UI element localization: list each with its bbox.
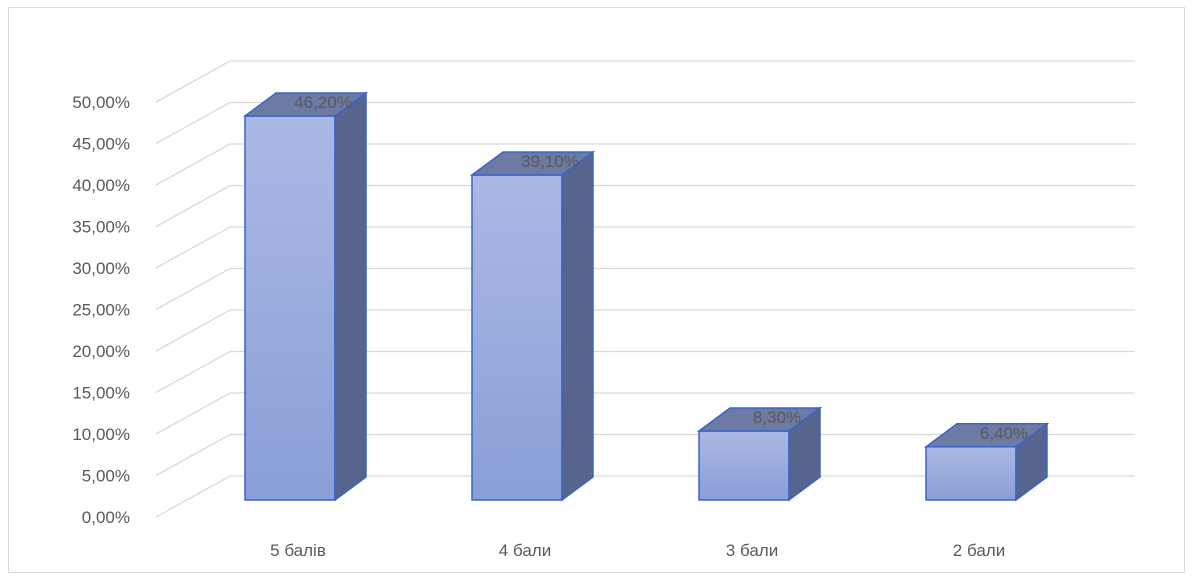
data-label: 39,10% [521, 152, 579, 171]
category-label: 4 бали [499, 541, 551, 560]
bar-front [925, 446, 1017, 501]
y-tick-label: 25,00% [72, 301, 130, 320]
gridline [155, 350, 1135, 394]
gridline [155, 267, 1135, 311]
gridline [155, 101, 1135, 145]
y-tick-label: 30,00% [72, 259, 130, 278]
gridline [155, 143, 1135, 186]
category-label: 2 бали [953, 541, 1005, 560]
data-labels: 46,20% 39,10% 8,30% 6,40% [294, 93, 1028, 443]
category-label: 5 балів [270, 541, 326, 560]
gridline [155, 433, 1135, 477]
bar-top [696, 407, 823, 432]
gridline [155, 309, 1135, 352]
data-label: 46,20% [294, 93, 352, 112]
bar [696, 406, 823, 502]
y-tick-label: 15,00% [72, 384, 130, 403]
y-tick-label: 20,00% [72, 342, 130, 361]
bar-front [698, 430, 790, 501]
bar [469, 150, 596, 502]
bar-front [244, 115, 336, 501]
y-tick-label: 40,00% [72, 176, 130, 195]
gridline [155, 392, 1135, 435]
gridlines [155, 60, 1135, 518]
bar [923, 422, 1050, 502]
bar-front [471, 174, 563, 501]
bar-top [469, 151, 596, 176]
x-axis-categories: 5 балів 4 бали 3 бали 2 бали [270, 541, 1005, 560]
gridline [155, 60, 1135, 103]
y-axis-ticks: 0,00% 5,00% 10,00% 15,00% 20,00% 25,00% 30,00%… [72, 93, 130, 527]
data-label: 8,30% [753, 408, 801, 427]
data-label: 6,40% [980, 424, 1028, 443]
bar [242, 91, 369, 502]
y-tick-label: 50,00% [72, 93, 130, 112]
bars [242, 91, 1050, 502]
y-tick-label: 10,00% [72, 425, 130, 444]
bar-top [923, 423, 1050, 448]
bar-side [334, 91, 367, 502]
gridline [155, 475, 1135, 518]
category-label: 3 бали [726, 541, 778, 560]
y-tick-label: 0,00% [82, 508, 130, 527]
gridline [155, 226, 1135, 269]
bar-top [242, 92, 369, 117]
gridline [155, 184, 1135, 228]
y-tick-label: 35,00% [72, 218, 130, 237]
bar-side [561, 150, 594, 502]
y-tick-label: 5,00% [82, 467, 130, 486]
y-tick-label: 45,00% [72, 135, 130, 154]
